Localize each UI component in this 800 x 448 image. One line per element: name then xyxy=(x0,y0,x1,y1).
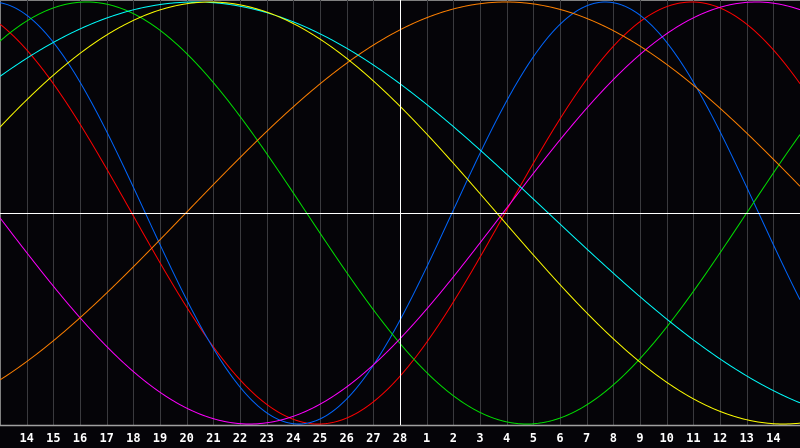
x-tick-label: 6 xyxy=(556,431,563,445)
x-tick-label: 21 xyxy=(206,431,220,445)
x-tick-label: 20 xyxy=(179,431,193,445)
x-tick-label: 26 xyxy=(339,431,353,445)
x-tick-label: 24 xyxy=(286,431,300,445)
x-tick-label: 28 xyxy=(393,431,407,445)
x-tick-label: 19 xyxy=(153,431,167,445)
x-tick-label: 10 xyxy=(659,431,673,445)
x-tick-label: 1 xyxy=(423,431,430,445)
x-tick-label: 17 xyxy=(99,431,113,445)
x-tick-label: 12 xyxy=(713,431,727,445)
x-tick-label: 16 xyxy=(73,431,87,445)
x-tick-label: 11 xyxy=(686,431,700,445)
x-tick-label: 13 xyxy=(739,431,753,445)
x-tick-label: 3 xyxy=(476,431,483,445)
x-tick-label: 23 xyxy=(259,431,273,445)
axes xyxy=(0,0,800,427)
x-tick-label: 14 xyxy=(19,431,33,445)
x-tick-label: 8 xyxy=(610,431,617,445)
x-tick-label: 9 xyxy=(636,431,643,445)
x-tick-label: 27 xyxy=(366,431,380,445)
grid xyxy=(0,0,800,425)
x-tick-label: 25 xyxy=(313,431,327,445)
x-tick-label: 22 xyxy=(233,431,247,445)
x-tick-label: 5 xyxy=(530,431,537,445)
x-tick-label: 7 xyxy=(583,431,590,445)
x-axis-labels: 14 15 16 17 18 19 20 21 22 23 24 25 26 27 28 1 2 3 4 5 6 7 8 9 1… xyxy=(19,431,780,445)
x-tick-label: 4 xyxy=(503,431,510,445)
x-tick-label: 2 xyxy=(450,431,457,445)
x-tick-label: 15 xyxy=(46,431,60,445)
x-tick-label: 14 xyxy=(766,431,780,445)
x-tick-label: 18 xyxy=(126,431,140,445)
